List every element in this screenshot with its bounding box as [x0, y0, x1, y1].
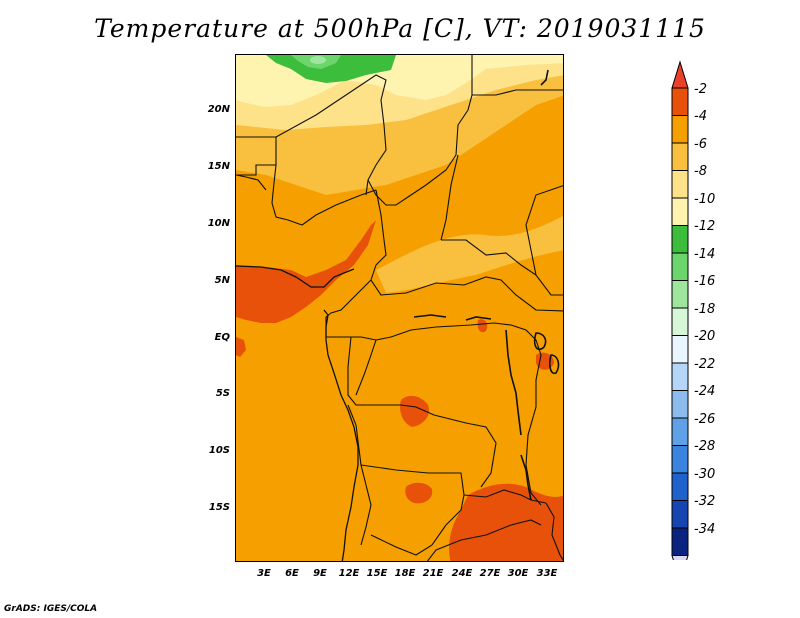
shade-warm-east-africa [477, 319, 488, 333]
lat-label-10s: 10S [208, 445, 230, 456]
colorbar-label-minus16: -16 [694, 274, 716, 289]
lat-label-15n: 15N [207, 161, 230, 172]
shade-minus14-minus12 [266, 55, 396, 83]
lat-label-5n: 5N [214, 275, 230, 286]
shade-warm-west-coast [236, 337, 246, 357]
shade-core-minus18 [310, 56, 326, 64]
lon-label-18e: 18E [394, 568, 416, 579]
colorbar-segment [671, 170, 689, 199]
colorbar-label-minus28: -28 [694, 439, 716, 454]
colorbar-segment [671, 335, 689, 364]
colorbar-label-minus10: -10 [694, 192, 716, 207]
colorbar-label-minus22: -22 [694, 357, 716, 372]
country-borders [236, 55, 563, 561]
lon-label-21e: 21E [422, 568, 444, 579]
colorbar-segment [671, 142, 689, 171]
colorbar-label-minus6: -6 [694, 137, 707, 152]
colorbar-segment [671, 527, 689, 556]
colorbar-label-minus2: -2 [694, 82, 707, 97]
lon-label-9e: 9E [313, 568, 327, 579]
shade-warm-gulf-of-guinea [236, 220, 376, 323]
colorbar-segment [671, 472, 689, 501]
lon-label-24e: 24E [451, 568, 473, 579]
temperature-map [236, 55, 563, 561]
map-panel [235, 54, 564, 562]
shade-strip-minus8-minus6 [376, 216, 563, 293]
lakes [413, 69, 560, 501]
colorbar-label-minus34: -34 [694, 522, 716, 537]
colorbar-segment [671, 252, 689, 281]
coastline [236, 265, 359, 561]
colorbar-segment [671, 280, 689, 309]
lon-label-15e: 15E [366, 568, 388, 579]
lat-label-10n: 10N [207, 218, 230, 229]
colorbar-segment [671, 500, 689, 529]
lon-label-3e: 3E [257, 568, 271, 579]
lon-label-12e: 12E [338, 568, 360, 579]
lat-label-15s: 15S [208, 502, 230, 513]
colorbar-segment [671, 445, 689, 474]
colorbar-top-triangle [671, 60, 689, 89]
colorbar-segment [671, 307, 689, 336]
colorbar-segment [671, 362, 689, 391]
shade-warm-angola [400, 395, 430, 427]
lon-label-6e: 6E [285, 568, 299, 579]
colorbar-segment [671, 115, 689, 144]
colorbar-label-minus24: -24 [694, 384, 716, 399]
colorbar-bottom-triangle [671, 555, 689, 560]
colorbar-label-minus26: -26 [694, 412, 716, 427]
colorbar-label-minus4: -4 [694, 109, 707, 124]
colorbar-segment [671, 197, 689, 226]
colorbar-label-minus8: -8 [694, 164, 707, 179]
map-title: Temperature at 500hPa [C], VT: 201903111… [94, 14, 706, 43]
colorbar-segment [671, 225, 689, 254]
colorbar-label-minus32: -32 [694, 494, 716, 509]
lat-label-eq: EQ [214, 332, 230, 343]
lon-label-30e: 30E [507, 568, 529, 579]
shade-warm-south-east [449, 483, 563, 561]
lon-label-27e: 27E [479, 568, 501, 579]
colorbar-segment [671, 390, 689, 419]
shade-warm-zambia [405, 482, 433, 504]
lon-label-33e: 33E [536, 568, 558, 579]
colorbar-label-minus30: -30 [694, 467, 716, 482]
grads-credit: GrADS: IGES/COLA [4, 604, 98, 614]
colorbar-label-minus18: -18 [694, 302, 716, 317]
lat-label-5s: 5S [215, 388, 230, 399]
lat-label-20n: 20N [207, 104, 230, 115]
colorbar-segment [671, 417, 689, 446]
colorbar-label-minus14: -14 [694, 247, 716, 262]
colorbar-label-minus12: -12 [694, 219, 716, 234]
colorbar-label-minus20: -20 [694, 329, 716, 344]
colorbar [671, 60, 689, 560]
colorbar-segment [671, 87, 689, 116]
